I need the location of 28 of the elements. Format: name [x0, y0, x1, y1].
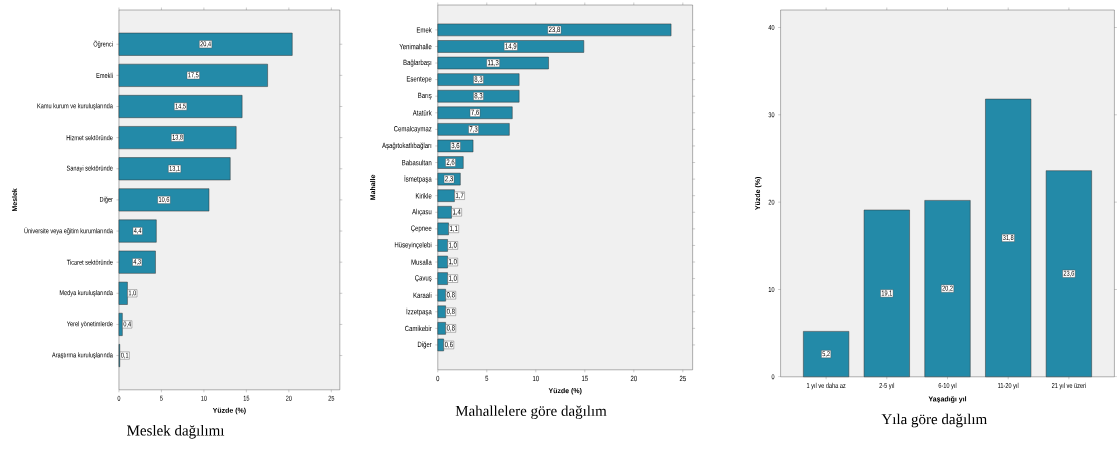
bar — [437, 289, 446, 302]
bar — [118, 157, 231, 181]
bar — [437, 56, 549, 70]
bar — [437, 206, 452, 219]
bar — [118, 219, 157, 243]
bar — [863, 209, 910, 378]
text: Yıla göre dağılım — [881, 413, 987, 428]
bar — [1045, 170, 1092, 378]
bar — [437, 222, 449, 236]
bar — [437, 40, 585, 53]
bar — [118, 64, 268, 87]
bar — [118, 126, 237, 150]
bar — [118, 313, 123, 337]
bar — [437, 305, 446, 319]
text: Meslek dağılımı — [127, 425, 225, 439]
bar — [118, 188, 210, 212]
bar — [118, 95, 243, 119]
bar — [985, 98, 1032, 378]
bar — [437, 23, 672, 37]
bar — [437, 239, 448, 252]
bar — [118, 32, 293, 56]
bar — [924, 200, 971, 378]
bar — [437, 272, 448, 285]
bar — [803, 331, 850, 378]
bar — [118, 281, 128, 305]
text: Mahallelere göre dağılım — [455, 405, 607, 420]
bar — [437, 255, 448, 269]
bar — [437, 189, 455, 203]
